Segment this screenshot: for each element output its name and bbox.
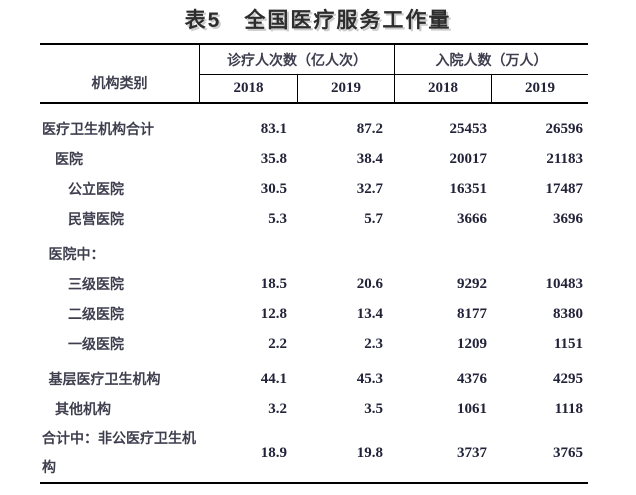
cell-value: 1118 (554, 400, 583, 417)
cell-value: 2.2 (268, 335, 287, 352)
table-body: 医疗卫生机构合计 83.1 87.2 25453 26596 医院 35.8 38.4 2001… (40, 104, 588, 482)
table-row: 医院中： (40, 239, 588, 269)
row-label: 医疗卫生机构合计 (42, 120, 154, 137)
cell-value: 2.3 (364, 335, 383, 352)
cell-value: 4295 (553, 370, 583, 387)
cell-value: 18.9 (260, 444, 287, 461)
row-label: 公立医院 (68, 180, 124, 197)
table-title: 表5 全国医疗服务工作量 (184, 9, 452, 32)
header-category: 机构类别 (40, 45, 200, 102)
table-row: 医疗卫生机构合计 83.1 87.2 25453 26596 (40, 114, 588, 144)
cell-value: 26596 (545, 120, 584, 137)
cell-value: 10483 (545, 275, 584, 292)
cell-value: 30.5 (260, 180, 287, 197)
cell-value: 3737 (457, 444, 487, 461)
row-label: 二级医院 (68, 305, 124, 322)
cell-value: 13.4 (356, 305, 383, 322)
cell-value: 20017 (449, 150, 488, 167)
row-label: 一级医院 (68, 335, 124, 352)
cell-value: 1151 (553, 335, 583, 352)
cell-value: 16351 (449, 180, 488, 197)
cell-value: 17487 (545, 180, 584, 197)
cell-value: 3765 (553, 444, 583, 461)
row-label: 医院中： (48, 245, 105, 262)
row-label: 三级医院 (68, 275, 124, 292)
cell-value: 45.3 (356, 370, 383, 387)
cell-value: 25453 (449, 120, 488, 137)
table-row: 公立医院 30.5 32.7 16351 17487 (40, 174, 588, 204)
table-row: 合计中：非公医疗卫生机构 18.9 19.8 3737 3765 (40, 424, 588, 482)
table-header: 机构类别 诊疗人次数（亿人次） 入院人数（万人） 2018 2019 2018 … (40, 45, 588, 104)
table-row: 三级医院 18.5 20.6 9292 10483 (40, 269, 588, 299)
stats-table: 机构类别 诊疗人次数（亿人次） 入院人数（万人） 2018 2019 2018 … (40, 43, 588, 484)
row-label: 合计中：非公医疗卫生机构 (42, 430, 196, 475)
row-label: 基层医疗卫生机构 (48, 370, 161, 387)
cell-value: 5.3 (268, 210, 287, 227)
cell-value: 3.5 (364, 400, 383, 417)
cell-value: 4376 (457, 370, 487, 387)
cell-value: 12.8 (260, 305, 287, 322)
cell-value: 18.5 (260, 275, 287, 292)
cell-value: 38.4 (356, 150, 383, 167)
table-row: 民营医院 5.3 5.7 3666 3696 (40, 204, 588, 234)
cell-value: 3696 (553, 210, 583, 227)
cell-value: 87.2 (356, 120, 383, 137)
cell-value: 32.7 (356, 180, 383, 197)
cell-value: 8177 (457, 305, 487, 322)
cell-value: 1061 (457, 400, 487, 417)
cell-value: 44.1 (260, 370, 287, 387)
table-row: 二级医院 12.8 13.4 8177 8380 (40, 299, 588, 329)
header-year-inpatient-2018: 2018 (395, 75, 492, 102)
cell-value: 3.2 (268, 400, 287, 417)
header-year-outpatient-2018: 2018 (200, 75, 298, 102)
header-group-inpatient-admissions: 入院人数（万人） (395, 45, 588, 75)
header-year-outpatient-2019: 2019 (298, 75, 395, 102)
cell-value: 8380 (553, 305, 583, 322)
row-label: 民营医院 (68, 210, 124, 227)
cell-value: 19.8 (356, 444, 383, 461)
row-label: 医院 (55, 150, 83, 167)
cell-value: 9292 (457, 275, 487, 292)
cell-value: 1209 (457, 335, 487, 352)
header-group-outpatient-visits: 诊疗人次数（亿人次） (200, 45, 395, 75)
cell-value: 83.1 (260, 120, 287, 137)
cell-value: 35.8 (260, 150, 287, 167)
cell-value: 20.6 (356, 275, 383, 292)
table-row: 其他机构 3.2 3.5 1061 1118 (40, 394, 588, 424)
cell-value: 3666 (457, 210, 487, 227)
cell-value: 5.7 (364, 210, 383, 227)
cell-value: 21183 (546, 150, 583, 167)
header-year-inpatient-2019: 2019 (525, 80, 555, 96)
table-row: 一级医院 2.2 2.3 1209 1151 (40, 329, 588, 359)
table-row: 基层医疗卫生机构 44.1 45.3 4376 4295 (40, 364, 588, 394)
row-label: 其他机构 (55, 400, 111, 417)
table-row: 医院 35.8 38.4 20017 21183 (40, 144, 588, 174)
